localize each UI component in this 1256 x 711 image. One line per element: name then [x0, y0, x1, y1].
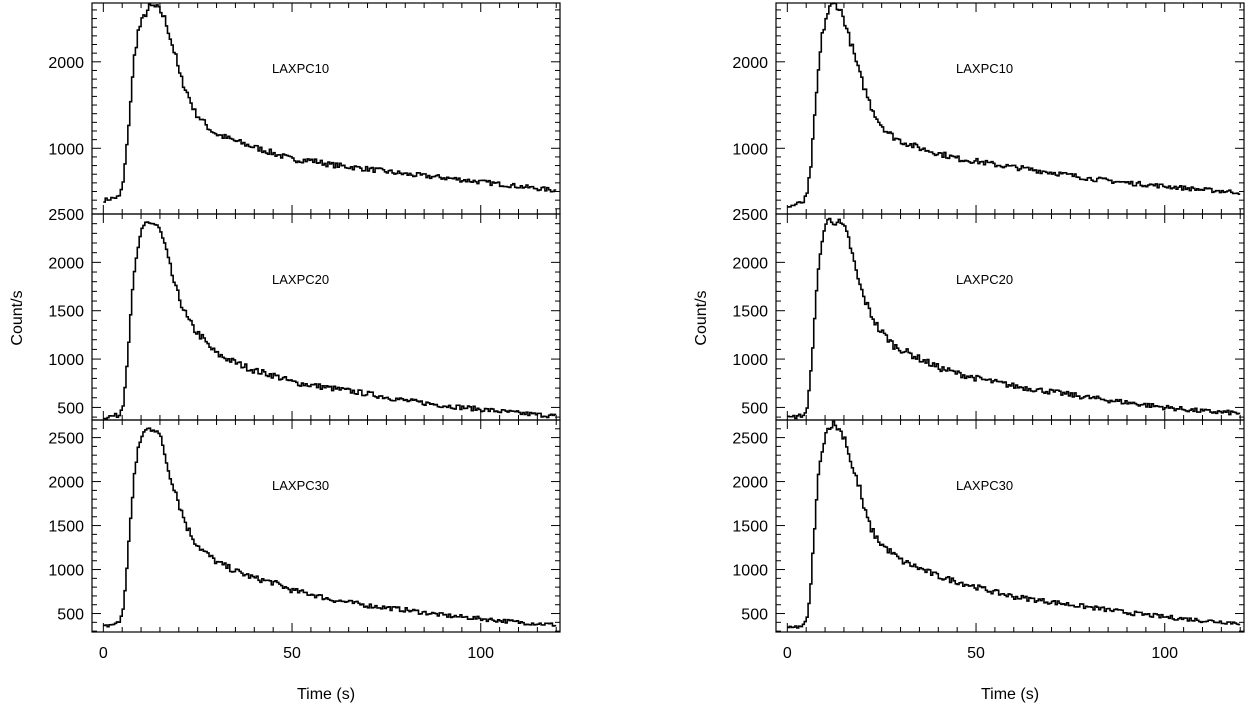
y-tick-label: 1500: [48, 304, 84, 321]
panel-frame: [91, 419, 561, 633]
panel-label: LAXPC30: [956, 478, 1013, 493]
y-tick-label: 1000: [732, 352, 768, 369]
panel-frame: [775, 419, 1245, 633]
y-tick-label: 1000: [48, 563, 84, 580]
y-tick-label: 1000: [732, 563, 768, 580]
panel-frame: [775, 2, 1245, 215]
y-tick-label: 2000: [732, 55, 768, 72]
panel-frame: [91, 213, 561, 421]
y-tick-label: 500: [57, 607, 84, 624]
panel-laxpc10: 1000 2000 LAXPC10: [48, 2, 561, 215]
panel-label: LAXPC10: [272, 61, 329, 76]
y-tick-label: 500: [741, 400, 768, 417]
x-tick-label: 50: [967, 645, 985, 662]
panel-laxpc20: 500 1000 1500 2000 2500 LAXPC20: [48, 207, 561, 421]
x-tick-label: 50: [283, 645, 301, 662]
y-tick-label: 1000: [732, 141, 768, 158]
light-curve-series: [103, 427, 557, 628]
y-tick-label: 500: [57, 400, 84, 417]
x-tick-label: 100: [1151, 645, 1178, 662]
y-tick-label: 1500: [732, 519, 768, 536]
y-tick-label: 1500: [732, 304, 768, 321]
panel-laxpc30: 500 1000 1500 2000 2500 LAXPC30: [732, 419, 1245, 633]
y-tick-label: 2000: [48, 475, 84, 492]
y-tick-label: 2500: [48, 207, 84, 224]
light-curve-series: [787, 420, 1241, 629]
y-tick-label: 1500: [48, 519, 84, 536]
light-curve-series: [787, 2, 1241, 208]
y-tick-label: 1000: [48, 352, 84, 369]
y-axis-label: Count/s: [693, 290, 710, 345]
y-tick-label: 2500: [48, 431, 84, 448]
y-tick-label: 500: [741, 607, 768, 624]
y-tick-label: 2000: [48, 255, 84, 272]
panel-label: LAXPC20: [272, 272, 329, 287]
panel-laxpc30: 500 1000 1500 2000 2500 LAXPC30: [48, 419, 561, 633]
y-axis-label: Count/s: [9, 290, 26, 345]
panel-frame: [775, 213, 1245, 421]
panel-label: LAXPC10: [956, 61, 1013, 76]
x-axis-label: Time (s): [981, 686, 1039, 703]
light-curve-series: [787, 217, 1241, 420]
panel-label: LAXPC30: [272, 478, 329, 493]
panel-label: LAXPC20: [956, 272, 1013, 287]
y-tick-label: 2000: [732, 255, 768, 272]
light-curve-series: [103, 221, 557, 420]
light-curve-series: [103, 3, 557, 203]
panel-laxpc20: 500 1000 1500 2000 2500 LAXPC20: [732, 207, 1245, 421]
panel-laxpc10: 1000 2000 LAXPC10: [732, 2, 1245, 215]
y-tick-label: 2000: [732, 475, 768, 492]
y-tick-label: 2000: [48, 55, 84, 72]
y-tick-label: 1000: [48, 141, 84, 158]
y-tick-label: 2500: [732, 207, 768, 224]
y-tick-label: 2500: [732, 431, 768, 448]
x-tick-label: 0: [99, 645, 108, 662]
x-tick-label: 100: [467, 645, 494, 662]
x-tick-label: 0: [783, 645, 792, 662]
x-axis-label: Time (s): [297, 686, 355, 703]
